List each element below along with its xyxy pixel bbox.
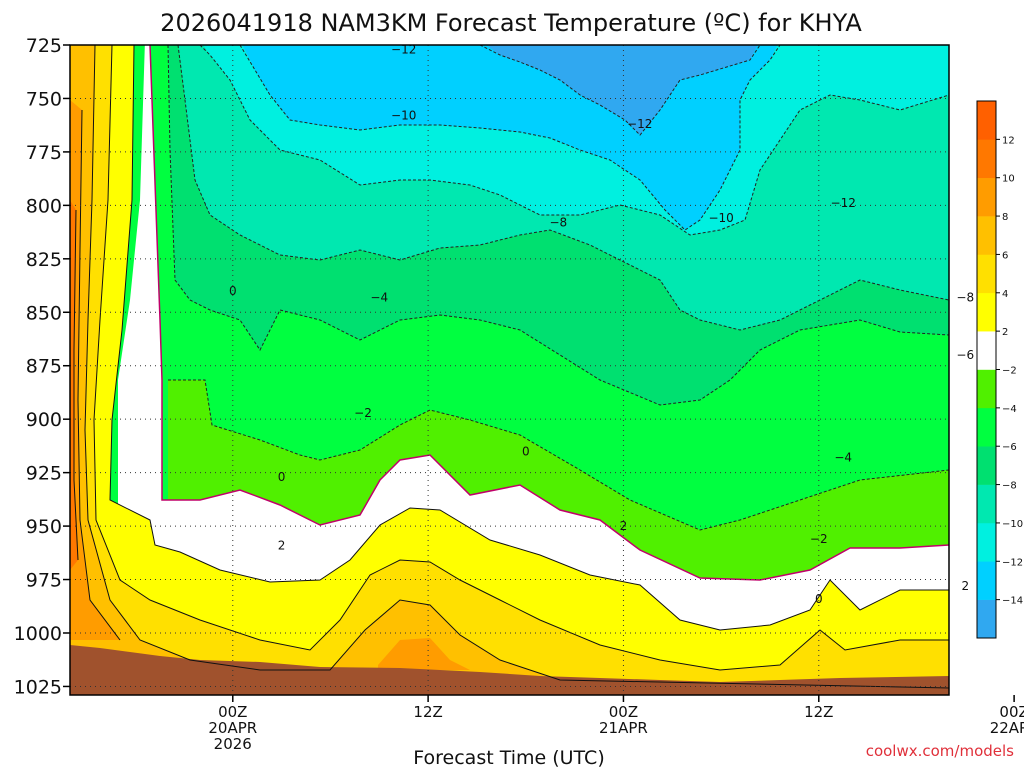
colorbar-tick-label: 6 [1002,250,1008,261]
contour-line-m6 [167,45,949,406]
chart-title: 2026041918 NAM3KM Forecast Temperature (… [160,9,862,37]
colorbar: −14 −12 −10 −8 −6 −4 −2 2 4 6 8 10 12 [976,100,1023,639]
contour-label: 0 [229,284,237,298]
colorbar-tick-label: 8 [1002,212,1008,223]
contour-label: −2 [810,532,828,546]
colorbar-swatch [977,446,996,485]
contour-line-p8 [77,109,121,641]
colorbar-swatch [977,369,996,409]
y-tick-label: 875 [26,356,62,378]
contour-line-m8 [177,45,949,331]
grid-layer [70,44,949,695]
contour-line-m12 [239,45,781,231]
contour-line-p2 [109,45,949,631]
contour-label: −6 [956,348,974,362]
contour-line-0 [149,45,949,581]
colorbar-swatch [977,407,996,447]
contour-labels-layer: −12 −10 −12 −12 −10 −8 −8 −6 −4 −2 −4 −2 0 0 0 0 2 2 2 [229,42,974,606]
x-tick-label: 22APR [990,719,1024,737]
colorbar-swatch [977,484,996,524]
colorbar-swatch [977,522,996,562]
fill-m16-m14 [486,45,758,135]
contour-label: 2 [620,519,628,533]
contour-label: −10 [391,109,416,123]
ground-fill [70,645,949,695]
fill-p4-p6 [70,45,949,695]
colorbar-tick-label: −2 [1002,366,1017,377]
y-tick-label: 975 [26,570,62,592]
colorbar-tick-label: −10 [1002,519,1023,530]
contour-label: −12 [831,196,856,210]
contour-label: −4 [834,451,852,465]
y-tick-label: 725 [26,35,62,57]
contour-label: −12 [627,117,652,131]
colorbar-tick-label: 12 [1002,135,1015,146]
contour-label: 2 [278,538,286,552]
y-tick-label: 800 [26,195,62,217]
y-tick-label: 775 [26,142,62,164]
contour-label: 0 [815,592,823,606]
fill-p8-p10 [70,100,120,640]
contour-line-p4 [93,45,949,671]
x-axis-label: Forecast Time (UTC) [413,747,604,768]
contour-label: −4 [370,290,388,304]
colorbar-tick-label: −6 [1002,442,1017,453]
x-tick-label: 00Z [999,703,1024,721]
colorbar-tick-label: 2 [1002,327,1008,338]
x-tick-label: 21APR [599,719,648,737]
x-axis: 00Z20APR202612Z00Z21APR12Z00Z22APR [208,695,1024,753]
contour-label: −2 [354,406,372,420]
contour-label: −8 [549,215,567,229]
contour-line-p10 [73,209,79,561]
y-tick-label: 750 [26,88,62,110]
x-tick-label: 2026 [214,735,252,753]
colorbar-tick-label: −12 [1002,557,1023,568]
contour-label: 0 [278,470,286,484]
y-tick-label: 1025 [14,676,62,698]
contour-line-p6 [84,45,949,689]
colorbar-swatch [977,254,996,294]
fill-p8-p10-b [378,638,470,670]
colorbar-tick-label: −4 [1002,404,1017,415]
colorbar-tick-label: −8 [1002,481,1017,492]
contour-label: 0 [522,444,530,458]
colorbar-swatch [977,101,996,140]
colorbar-tick-label: 10 [1002,174,1015,185]
colorbar-swatch [977,292,996,332]
fill-m2-p2 [118,45,949,695]
y-tick-label: 825 [26,249,62,271]
colorbar-tick-label: −14 [1002,596,1023,607]
credit-text: coolwx.com/models [866,742,1014,760]
plot-frame [69,44,950,696]
y-tick-label: 900 [26,409,62,431]
contour-line-m4 [168,379,949,531]
contour-lines-layer [73,45,949,689]
x-tick-label: 12Z [413,703,442,721]
colorbar-swatch [977,139,996,179]
contour-label: 2 [961,579,969,593]
colorbar-swatch [977,216,996,255]
contour-label: −12 [391,42,416,56]
contour-label: −8 [956,290,974,304]
x-tick-label: 12Z [804,703,833,721]
contour-line-m14 [479,45,761,136]
y-tick-label: 850 [26,302,62,324]
x-tick-label: 00Z [609,703,638,721]
colorbar-swatch [977,561,996,600]
colorbar-swatch [977,331,996,370]
y-tick-label: 1000 [14,623,62,645]
y-axis: 725 750 775 800 825 850 875 900 925 950 975 1000 102… [14,35,70,698]
colorbar-swatch [977,177,996,217]
y-tick-label: 950 [26,516,62,538]
y-tick-label: 925 [26,463,62,485]
colorbar-tick-label: 4 [1002,289,1008,300]
contour-label: −10 [708,211,733,225]
colorbar-swatch [977,599,996,639]
x-tick-label: 00Z [218,703,247,721]
x-tick-label: 20APR [208,719,257,737]
